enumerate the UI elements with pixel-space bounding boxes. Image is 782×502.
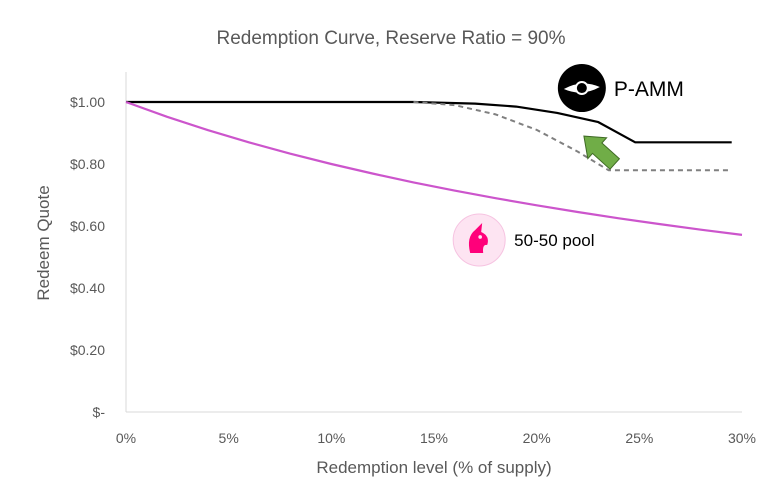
y-tick-label: $0.80 [70,156,105,172]
series-layer [125,100,743,236]
pool-label: 50-50 pool [514,231,594,250]
y-tick-label: $0.40 [70,280,105,296]
x-tick-label: 0% [116,430,136,446]
x-axis-title: Redemption level (% of supply) [316,458,551,477]
series-line-50-50-pool [125,100,743,236]
x-tick-label: 10% [317,430,345,446]
gyroscope-logo-icon [557,64,606,113]
unicorn-eye [478,235,482,239]
chart-title: Redemption Curve, Reserve Ratio = 90% [216,28,565,49]
unicorn-head [468,222,488,253]
series-line-dashed [413,101,732,172]
x-tick-label: 30% [728,430,756,446]
x-tick-label: 25% [625,430,653,446]
x-tick-label: 5% [219,430,239,446]
y-tick-label: $0.60 [70,218,105,234]
axes-layer: $- $0.20 $0.40 $0.60 $0.80 $1.00 0% 5% 10% 15% 20%… [70,72,756,446]
series-line-p-amm [126,100,732,144]
y-tick-label: $0.20 [70,342,105,358]
y-tick-label: $1.00 [70,94,105,110]
y-tick-label: $- [93,404,106,420]
y-axis-title: Redeem Quote [34,185,53,300]
green-up-arrow-icon [583,135,621,170]
x-tick-label: 15% [420,430,448,446]
logo-eye [574,81,589,96]
x-tick-label: 20% [523,430,551,446]
p-amm-label: P-AMM [614,78,684,101]
annotation-layer: P-AMM 50-50 pool [452,64,684,267]
uniswap-unicorn-icon [452,213,506,267]
